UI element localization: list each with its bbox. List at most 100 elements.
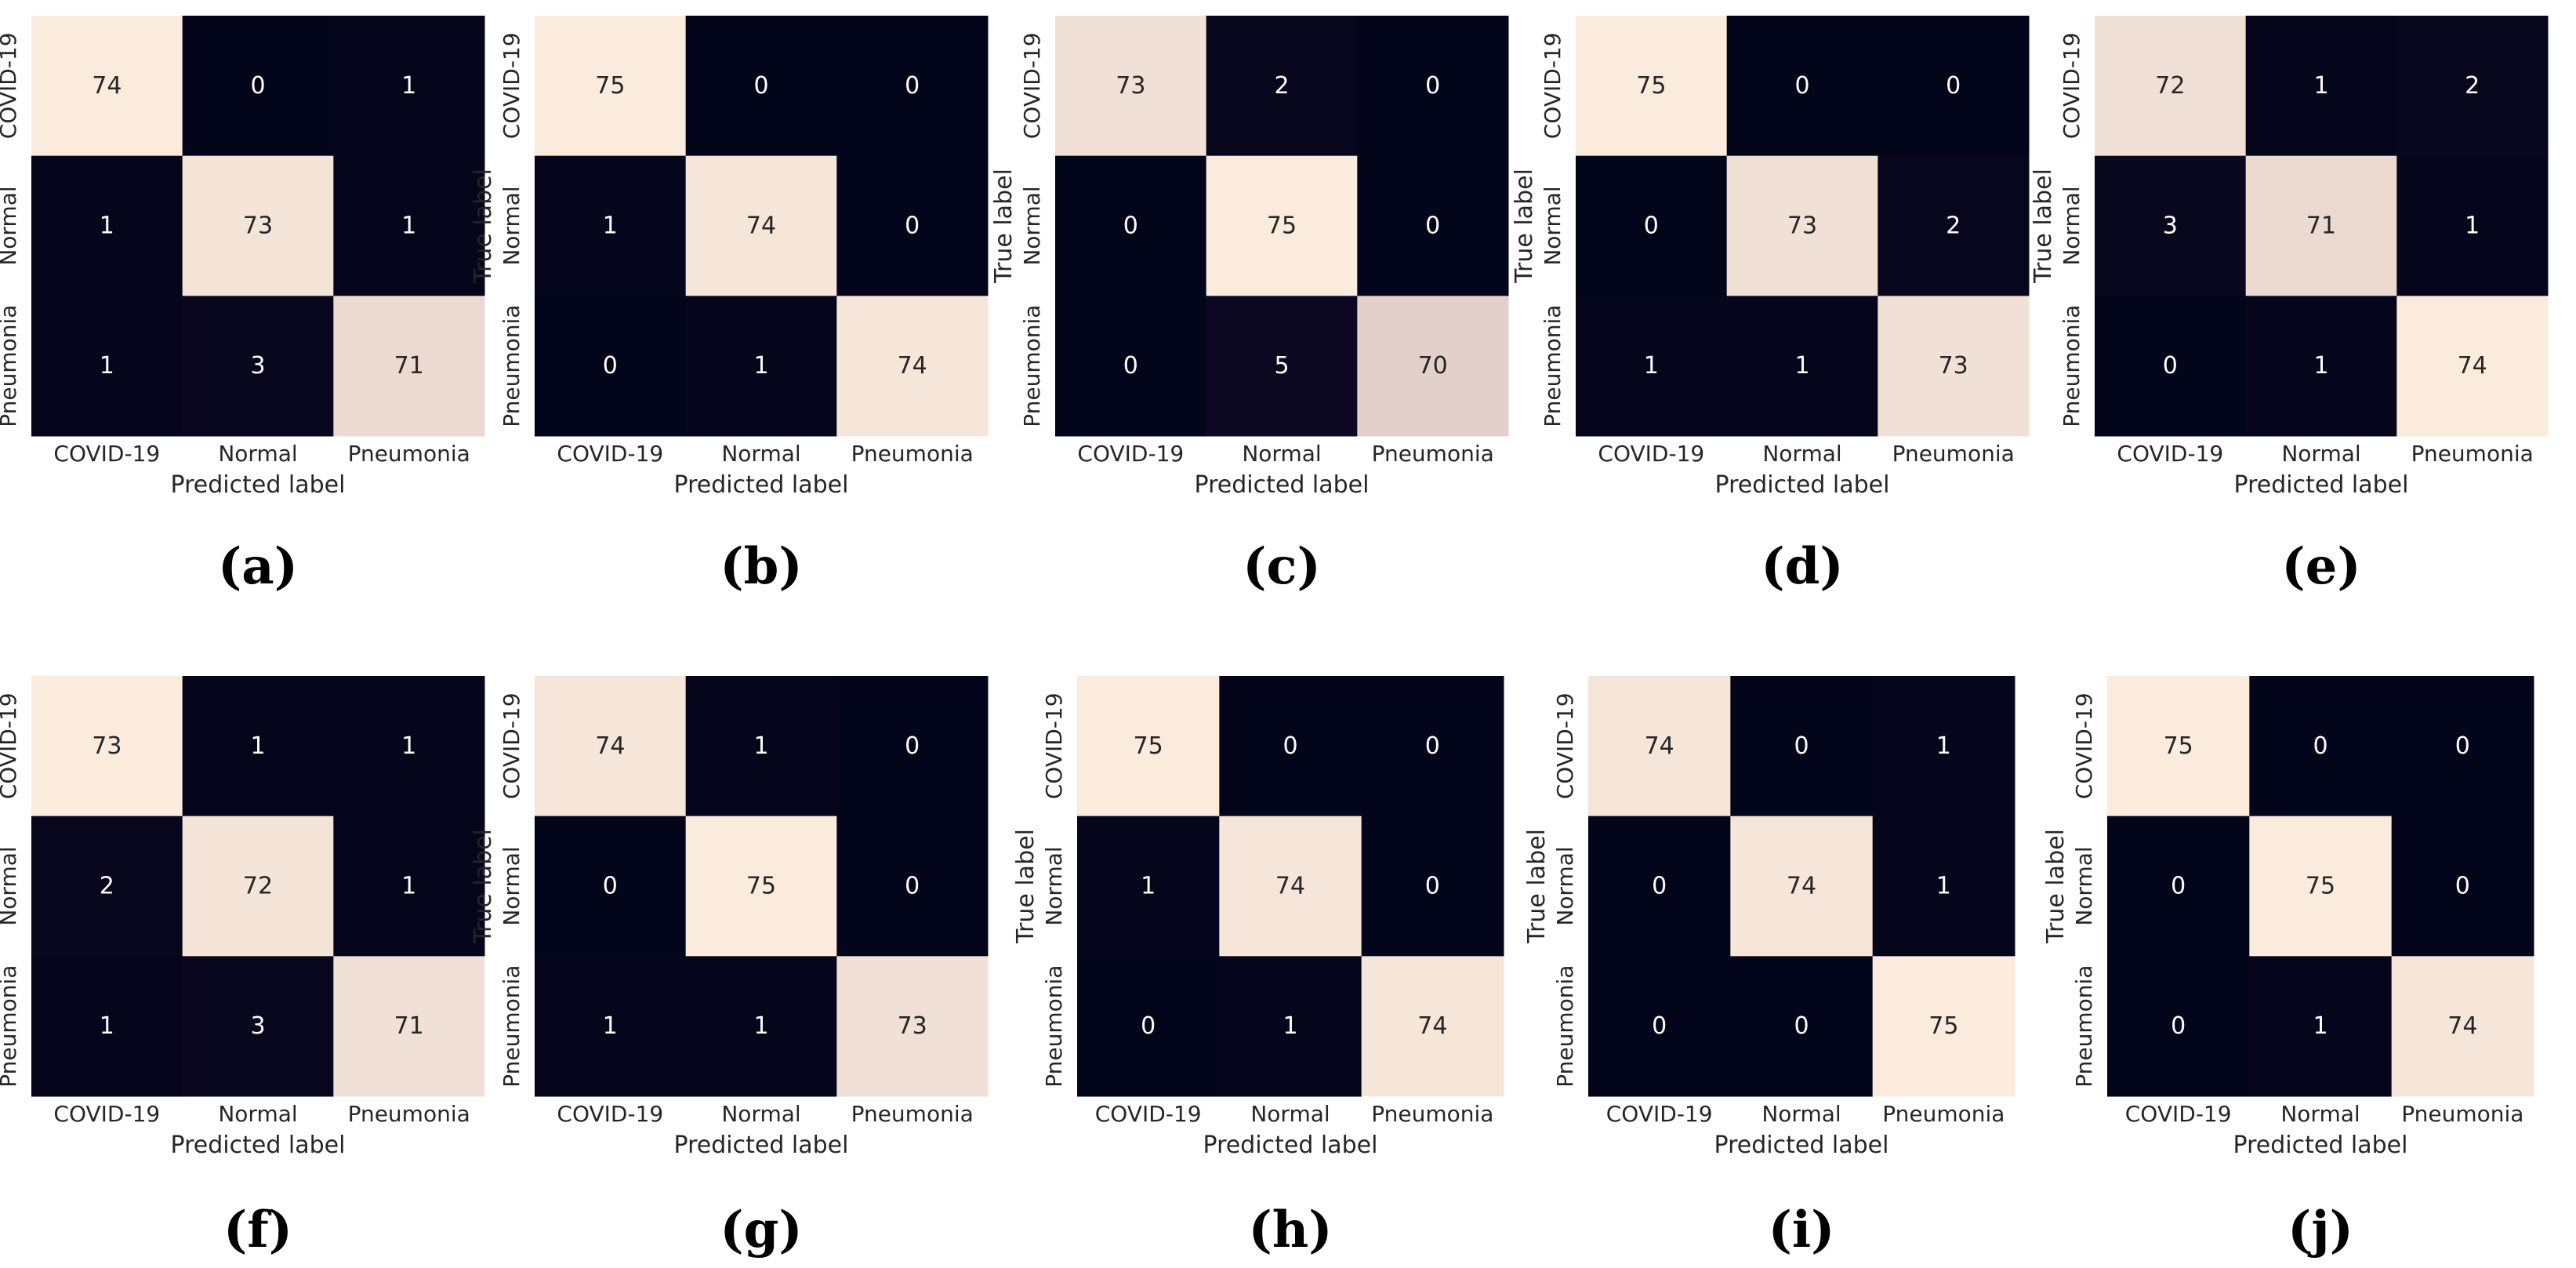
heatmap-cell: [1357, 296, 1509, 437]
cell-value-label: 72: [243, 873, 273, 900]
x-tick-label: Normal: [218, 441, 297, 467]
cell-value-label: 1: [2313, 1012, 2327, 1040]
cell-value-label: 70: [1418, 352, 1448, 380]
x-tick-label: Normal: [1250, 1101, 1330, 1127]
heatmap-cell: [333, 296, 485, 437]
cell-value-label: 75: [1267, 213, 1297, 240]
heatmap-cell: [836, 956, 989, 1097]
heatmap-cell: [2396, 155, 2549, 296]
heatmap-cell: [1206, 16, 1358, 157]
x-axis-label: Predicted label: [171, 1132, 346, 1159]
heatmap-cell: [535, 676, 687, 817]
heatmap-cell: [1576, 16, 1728, 157]
x-tick-label: Normal: [1242, 441, 1321, 467]
heatmap-cell: [1357, 16, 1509, 157]
cell-value-label: 0: [905, 732, 920, 760]
cell-value-label: 0: [2163, 352, 2178, 380]
x-tick-label: COVID-19: [1095, 1101, 1202, 1127]
y-tick-label: Normal: [2071, 846, 2097, 925]
y-tick-label: Pneumonia: [1540, 305, 1566, 427]
cell-value-label: 0: [1425, 873, 1440, 900]
cell-value-label: 0: [2313, 732, 2327, 760]
x-tick-label: Pneumonia: [2401, 1101, 2523, 1127]
y-axis-label: True label: [470, 829, 497, 944]
heatmap-cell: [685, 676, 837, 817]
cell-value-label: 0: [1283, 732, 1297, 760]
cell-value-label: 75: [1636, 72, 1666, 100]
x-tick-label: COVID-19: [53, 1101, 160, 1127]
cell-value-label: 1: [401, 873, 416, 900]
x-tick-label: COVID-19: [53, 441, 160, 467]
heatmap-cell: [685, 155, 837, 296]
heatmap-cell: [2391, 816, 2534, 957]
heatmap-cell: [2245, 296, 2397, 437]
x-tick-label: COVID-19: [557, 441, 663, 467]
cell-value-label: 74: [1645, 732, 1674, 760]
panel-subcaption: (a): [218, 537, 298, 596]
heatmap-cell: [333, 155, 485, 296]
y-tick-label: COVID-19: [2071, 692, 2097, 799]
heatmap-cell: [2095, 296, 2247, 437]
cell-value-label: 0: [1425, 72, 1440, 100]
heatmap-cell: [836, 16, 989, 157]
cell-value-label: 1: [1283, 1012, 1297, 1040]
x-axis-label: Predicted label: [674, 1132, 849, 1159]
y-tick-label: Pneumonia: [2059, 305, 2084, 427]
cell-value-label: 3: [250, 1012, 265, 1040]
cell-value-label: 74: [746, 213, 776, 240]
y-tick-label: Normal: [1552, 846, 1578, 925]
panel-subcaption: (i): [1769, 1201, 1835, 1259]
cell-value-label: 3: [2163, 213, 2178, 240]
cell-value-label: 0: [603, 352, 618, 380]
y-tick-label: Normal: [2059, 186, 2084, 265]
heatmap-cell: [1726, 296, 1878, 437]
cell-value-label: 1: [401, 213, 416, 240]
cell-value-label: 71: [2306, 213, 2336, 240]
heatmap-cell: [1219, 676, 1362, 817]
panel-subcaption: (c): [1243, 537, 1321, 596]
cell-value-label: 0: [250, 72, 265, 100]
y-tick-label: Normal: [0, 846, 21, 925]
cell-value-label: 0: [1123, 352, 1138, 380]
cell-value-label: 0: [1425, 732, 1440, 760]
heatmap-cell: [333, 816, 485, 957]
x-tick-label: Pneumonia: [1882, 1101, 2005, 1127]
heatmap-cell: [2391, 956, 2534, 1097]
confusion-matrix-panel: 75 0 0 1 74 0 0 1 74 COVID-19 Normal Pneumonia COVID…: [1012, 676, 1504, 1259]
y-tick-label: Pneumonia: [1019, 305, 1045, 427]
cell-value-label: 73: [92, 732, 122, 760]
heatmap-cell: [1206, 155, 1358, 296]
confusion-matrix-panel: 72 1 2 3 71 1 0 1 74 COVID-19 Normal Pneumonia COVID…: [2030, 16, 2549, 596]
heatmap-cell: [2107, 676, 2250, 817]
cell-value-label: 74: [1417, 1012, 1447, 1040]
panel-subcaption: (b): [720, 537, 802, 596]
heatmap-cell: [1872, 816, 2015, 957]
heatmap-cell: [333, 676, 485, 817]
heatmap-cell: [535, 16, 687, 157]
x-tick-label: COVID-19: [1606, 1101, 1713, 1127]
cell-value-label: 5: [1274, 352, 1289, 380]
heatmap-cell: [2095, 16, 2247, 157]
y-axis-label: True label: [2030, 169, 2057, 284]
cell-value-label: 0: [1644, 213, 1659, 240]
heatmap-cell: [2249, 676, 2393, 817]
heatmap-cell: [2107, 956, 2250, 1097]
y-tick-label: COVID-19: [1540, 32, 1566, 139]
y-tick-label: Pneumonia: [1552, 965, 1578, 1088]
x-tick-label: Pneumonia: [348, 441, 470, 467]
y-tick-label: Normal: [499, 846, 524, 925]
heatmap-cell: [1872, 956, 2015, 1097]
y-tick-label: COVID-19: [499, 692, 524, 799]
cell-value-label: 74: [1275, 873, 1305, 900]
heatmap-cell: [1361, 676, 1504, 817]
cell-value-label: 1: [2313, 352, 2328, 380]
y-tick-label: Pneumonia: [499, 305, 524, 427]
heatmap-cell: [2249, 956, 2393, 1097]
y-tick-label: Pneumonia: [0, 965, 21, 1088]
heatmap-cell: [1055, 16, 1207, 157]
heatmap-cell: [2245, 155, 2397, 296]
cell-value-label: 0: [753, 72, 768, 100]
y-axis-label: True label: [1012, 829, 1039, 944]
cell-value-label: 0: [603, 873, 618, 900]
heatmap-cell: [836, 296, 989, 437]
